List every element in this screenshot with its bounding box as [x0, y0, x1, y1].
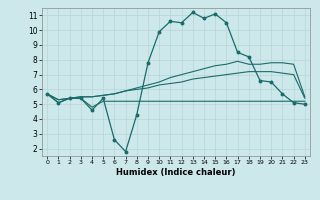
X-axis label: Humidex (Indice chaleur): Humidex (Indice chaleur) — [116, 168, 236, 177]
